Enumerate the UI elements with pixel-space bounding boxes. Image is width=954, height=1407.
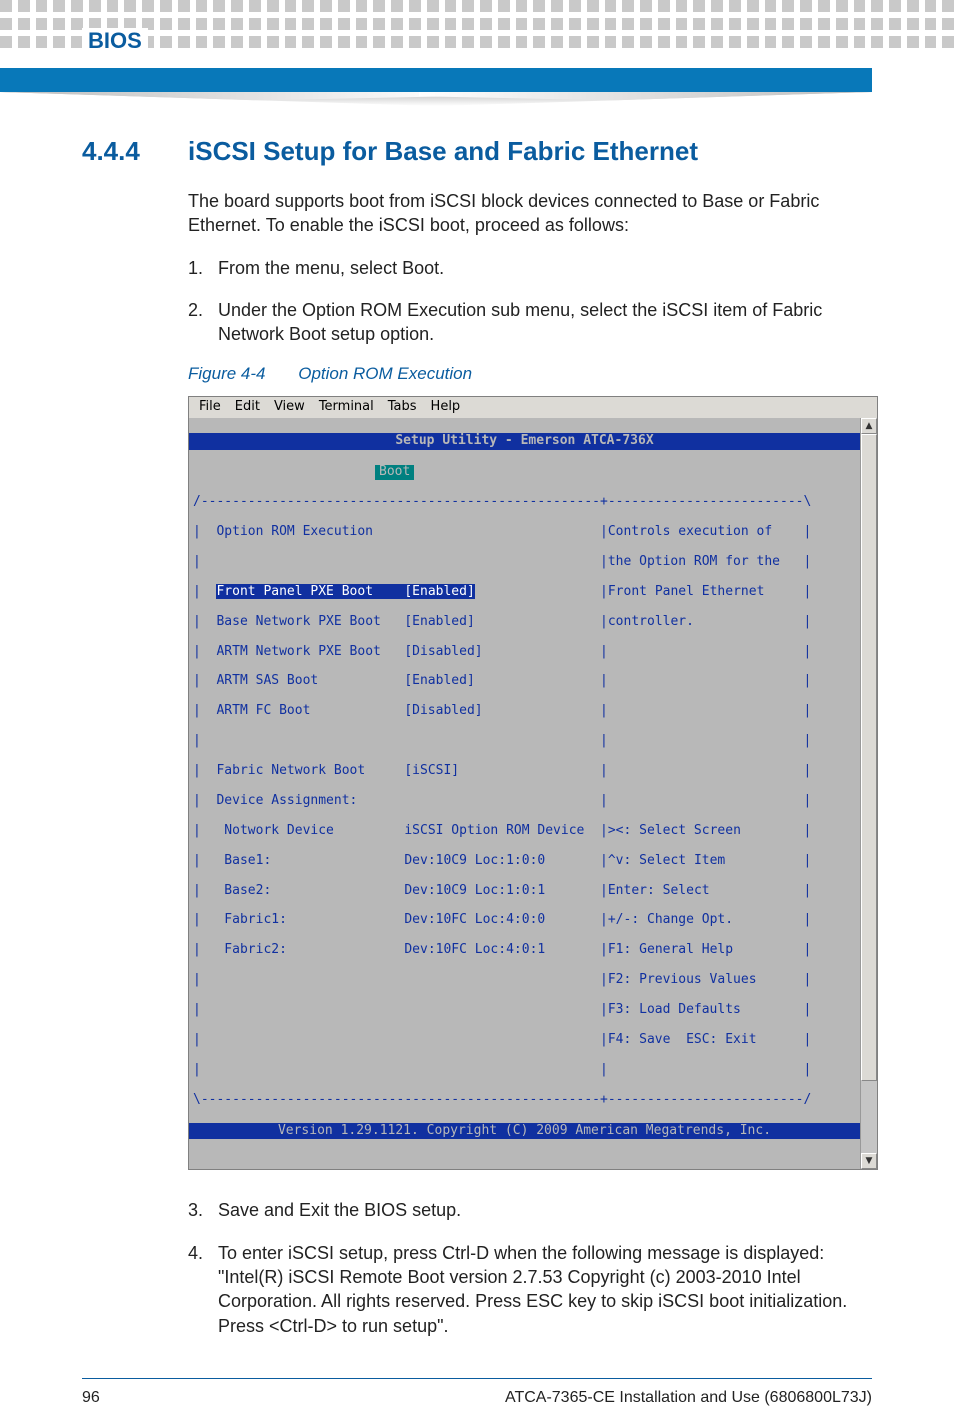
section-number: 4.4.4	[82, 136, 160, 167]
bios-nav-f4: | |F4: Save ESC: Exit |	[189, 1033, 860, 1048]
bios-tab-row: Boot	[189, 465, 860, 480]
bios-row-fab2: | Fabric2: Dev:10FC Loc:4:0:1 |F1: Gener…	[189, 943, 860, 958]
bios-nav-f2: | |F2: Previous Values |	[189, 973, 860, 988]
figure-number: Figure 4-4	[188, 364, 265, 383]
bios-nav-f3: | |F3: Load Defaults |	[189, 1003, 860, 1018]
figure-title: Option ROM Execution	[298, 364, 472, 383]
bios-blank-1: | | |	[189, 734, 860, 749]
section-title: iSCSI Setup for Base and Fabric Ethernet	[188, 136, 698, 167]
step-1: From the menu, select Boot.	[188, 256, 872, 280]
bios-bottom-blank: | | |	[189, 1063, 860, 1078]
bios-tab-boot: Boot	[375, 465, 414, 480]
bios-row-front-hl: Front Panel PXE Boot [Enabled]	[216, 584, 474, 599]
steps-list: From the menu, select Boot. Under the Op…	[188, 256, 872, 347]
bios-border-bottom: \---------------------------------------…	[189, 1093, 860, 1108]
page-number: 96	[82, 1389, 100, 1407]
header-dot-pattern: (function(){ const host = document.curre…	[0, 0, 954, 60]
bios-row-fab1: | Fabric1: Dev:10FC Loc:4:0:0 |+/-: Chan…	[189, 913, 860, 928]
bios-title: Setup Utility - Emerson ATCA-736X	[189, 433, 860, 450]
terminal-body: Setup Utility - Emerson ATCA-736X Boot /…	[189, 418, 860, 1169]
scroll-up-icon[interactable]: ▲	[861, 418, 877, 434]
bios-row-base: | Base Network PXE Boot [Enabled] |contr…	[189, 615, 860, 630]
bios-border-top: /---------------------------------------…	[189, 495, 860, 510]
bios-row-front: | Front Panel PXE Boot [Enabled] |Front …	[189, 585, 860, 600]
bios-row-base2: | Base2: Dev:10C9 Loc:1:0:1 |Enter: Sele…	[189, 884, 860, 899]
menu-file[interactable]: File	[199, 399, 221, 414]
menu-edit[interactable]: Edit	[235, 399, 260, 414]
page-content: 4.4.4 iSCSI Setup for Base and Fabric Et…	[0, 106, 954, 1338]
section-heading: 4.4.4 iSCSI Setup for Base and Fabric Et…	[82, 136, 872, 167]
doc-id: ATCA-7365-CE Installation and Use (68068…	[505, 1389, 872, 1407]
menu-help[interactable]: Help	[431, 399, 461, 414]
bios-row-base1: | Base1: Dev:10C9 Loc:1:0:0 |^v: Select …	[189, 854, 860, 869]
bios-row-artm-pxe: | ARTM Network PXE Boot [Disabled] | |	[189, 645, 860, 660]
bios-row-artm-fc: | ARTM FC Boot [Disabled] | |	[189, 704, 860, 719]
bios-row-artm-sas: | ARTM SAS Boot [Enabled] | |	[189, 674, 860, 689]
step-4-line-1: To enter iSCSI setup, press Ctrl-D when …	[218, 1243, 824, 1263]
bios-screenshot: File Edit View Terminal Tabs Help Setup …	[188, 396, 878, 1170]
steps-list-cont: Save and Exit the BIOS setup. To enter i…	[188, 1198, 872, 1337]
bios-dev-assign: | Device Assignment: | |	[189, 794, 860, 809]
bios-heading-row: | Option ROM Execution |Controls executi…	[189, 525, 860, 540]
scroll-down-icon[interactable]: ▼	[861, 1153, 877, 1169]
terminal-scrollbar[interactable]: ▲ ▼	[860, 418, 877, 1169]
scroll-thumb[interactable]	[861, 434, 877, 1081]
bios-footer: Version 1.29.1121. Copyright (C) 2009 Am…	[189, 1123, 860, 1140]
step-3: Save and Exit the BIOS setup.	[188, 1198, 872, 1222]
header-divider	[0, 92, 872, 106]
step-2: Under the Option ROM Execution sub menu,…	[188, 298, 872, 347]
bios-row-fabric: | Fabric Network Boot [iSCSI] | |	[189, 764, 860, 779]
page-footer: 96 ATCA-7365-CE Installation and Use (68…	[82, 1378, 872, 1407]
header-blue-bar	[0, 68, 872, 92]
menu-terminal[interactable]: Terminal	[319, 399, 374, 414]
menu-tabs[interactable]: Tabs	[388, 399, 417, 414]
scroll-track[interactable]	[861, 434, 877, 1153]
step-4-line-2: "Intel(R) iSCSI Remote Boot version 2.7.…	[218, 1267, 847, 1336]
intro-paragraph: The board supports boot from iSCSI block…	[188, 189, 872, 238]
bios-help-2: | |the Option ROM for the |	[189, 555, 860, 570]
menu-view[interactable]: View	[274, 399, 305, 414]
header-section-label: BIOS	[82, 28, 148, 54]
step-4: To enter iSCSI setup, press Ctrl-D when …	[188, 1241, 872, 1338]
figure-caption: Figure 4-4 Option ROM Execution	[188, 364, 872, 384]
terminal-menubar: File Edit View Terminal Tabs Help	[189, 397, 877, 418]
bios-row-notwork: | Notwork Device iSCSI Option ROM Device…	[189, 824, 860, 839]
